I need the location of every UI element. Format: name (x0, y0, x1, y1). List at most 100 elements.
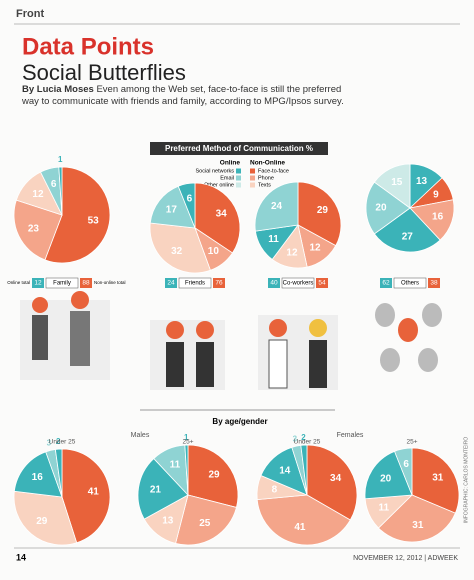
section-title: Preferred Method of Communication % (165, 144, 313, 153)
pie-slice (13, 451, 63, 498)
pie-slice (409, 199, 455, 241)
slice-label: 11 (170, 459, 181, 470)
non-online-box (316, 278, 328, 288)
group-label: Males (131, 432, 150, 439)
pie-slice (254, 181, 299, 232)
slice-label: 12 (286, 247, 298, 258)
non-online-total: 38 (430, 280, 438, 287)
legend-swatch (236, 175, 241, 181)
legend-label: Phone (258, 175, 274, 181)
pie-title: Co-workers (283, 281, 314, 287)
online-box (32, 278, 44, 288)
figure (309, 340, 327, 388)
slice-label: 11 (378, 503, 389, 514)
slice-label: 1 (58, 155, 63, 164)
pie-title: 25+ (406, 439, 417, 446)
pie-slice (177, 182, 196, 229)
bird (380, 348, 400, 372)
pie-slice (149, 222, 211, 274)
pie-slice (149, 185, 196, 229)
slice-label: 25 (199, 518, 211, 529)
legend-label: Email (220, 175, 234, 181)
slice-label: 32 (171, 246, 183, 257)
slice-label: 31 (432, 472, 444, 483)
page-number: 14 (16, 552, 26, 562)
slice-label: 2 (56, 437, 61, 446)
non-online-total: 88 (82, 280, 90, 287)
intro-text: By Lucia Moses Even among the Web set, f… (22, 84, 352, 108)
slice-label: 16 (432, 212, 444, 223)
figure (269, 319, 287, 337)
figure (196, 342, 214, 387)
legend-swatch (236, 182, 241, 188)
slice-label: 3 (293, 434, 298, 443)
slice-label: 53 (88, 215, 100, 226)
slice-label: 23 (28, 223, 40, 234)
slice-label: 24 (271, 201, 283, 212)
legend-title: Non-Online (250, 160, 285, 167)
title-box (393, 277, 427, 289)
pie-slice (61, 448, 111, 544)
pie-slice (297, 181, 342, 247)
slice-label: 11 (268, 234, 279, 245)
pie-slice (306, 444, 358, 521)
pie-title: Others (401, 281, 419, 287)
slice-label: 20 (380, 473, 392, 484)
figure (71, 291, 89, 309)
issue: NOVEMBER 12, 2012 | ADWEEK (353, 555, 458, 562)
pie-slice (364, 450, 413, 500)
group-label: Females (337, 432, 364, 439)
title-box (178, 277, 212, 289)
intro: By Lucia Moses Even among the Web set, f… (22, 84, 352, 108)
slice-label: 13 (162, 516, 174, 527)
slice-label: 41 (88, 487, 100, 498)
slice-label: 15 (391, 177, 403, 188)
credit: INFOGRAPHIC: CARLOS MONTEIRO (463, 437, 469, 524)
slice-label: 20 (375, 203, 387, 214)
legend-label: Social networks (195, 168, 234, 174)
slice-label: 34 (216, 209, 228, 220)
slice-label: 29 (209, 469, 221, 480)
online-total: 24 (167, 280, 175, 287)
legend-label: Other online (204, 182, 234, 188)
slice-label: 6 (403, 459, 409, 470)
pie-slice (187, 444, 239, 508)
slice-label: 6 (187, 193, 193, 204)
online-total: 62 (382, 280, 390, 287)
figure (32, 315, 48, 360)
online-box (380, 278, 392, 288)
illustrations (20, 291, 442, 390)
figure (70, 311, 90, 366)
section-banner (150, 142, 328, 155)
figure (268, 339, 288, 389)
slice-label: 29 (36, 516, 48, 527)
figure (166, 321, 184, 339)
non-online-box (213, 278, 225, 288)
bird (398, 318, 418, 342)
pie-slice (373, 163, 411, 209)
pie-slice (137, 457, 189, 520)
slice-label: 12 (309, 242, 321, 253)
pie-title: Under 25 (294, 439, 321, 446)
byline: By Lucia Moses (22, 84, 94, 95)
kicker: Data Points (22, 33, 154, 60)
non-online-total: 54 (318, 280, 326, 287)
slice-label: 8 (272, 485, 278, 496)
pie-slice (377, 494, 456, 543)
legend-swatch (250, 182, 255, 188)
pie-slice (184, 444, 189, 496)
slice-label: 12 (32, 189, 44, 200)
legend-swatch (250, 175, 255, 181)
slice-label: 13 (416, 176, 428, 187)
legend-swatch (250, 168, 255, 174)
totals-label: Non-online total (94, 280, 126, 285)
pie-slice (373, 207, 441, 253)
legend-label: Face-to-face (258, 168, 289, 174)
pie-title: Family (53, 281, 71, 287)
online-box (165, 278, 177, 288)
online-total: 12 (34, 280, 42, 287)
bird (418, 348, 438, 372)
slice-label: 21 (150, 484, 162, 495)
pie-slice (13, 490, 78, 546)
